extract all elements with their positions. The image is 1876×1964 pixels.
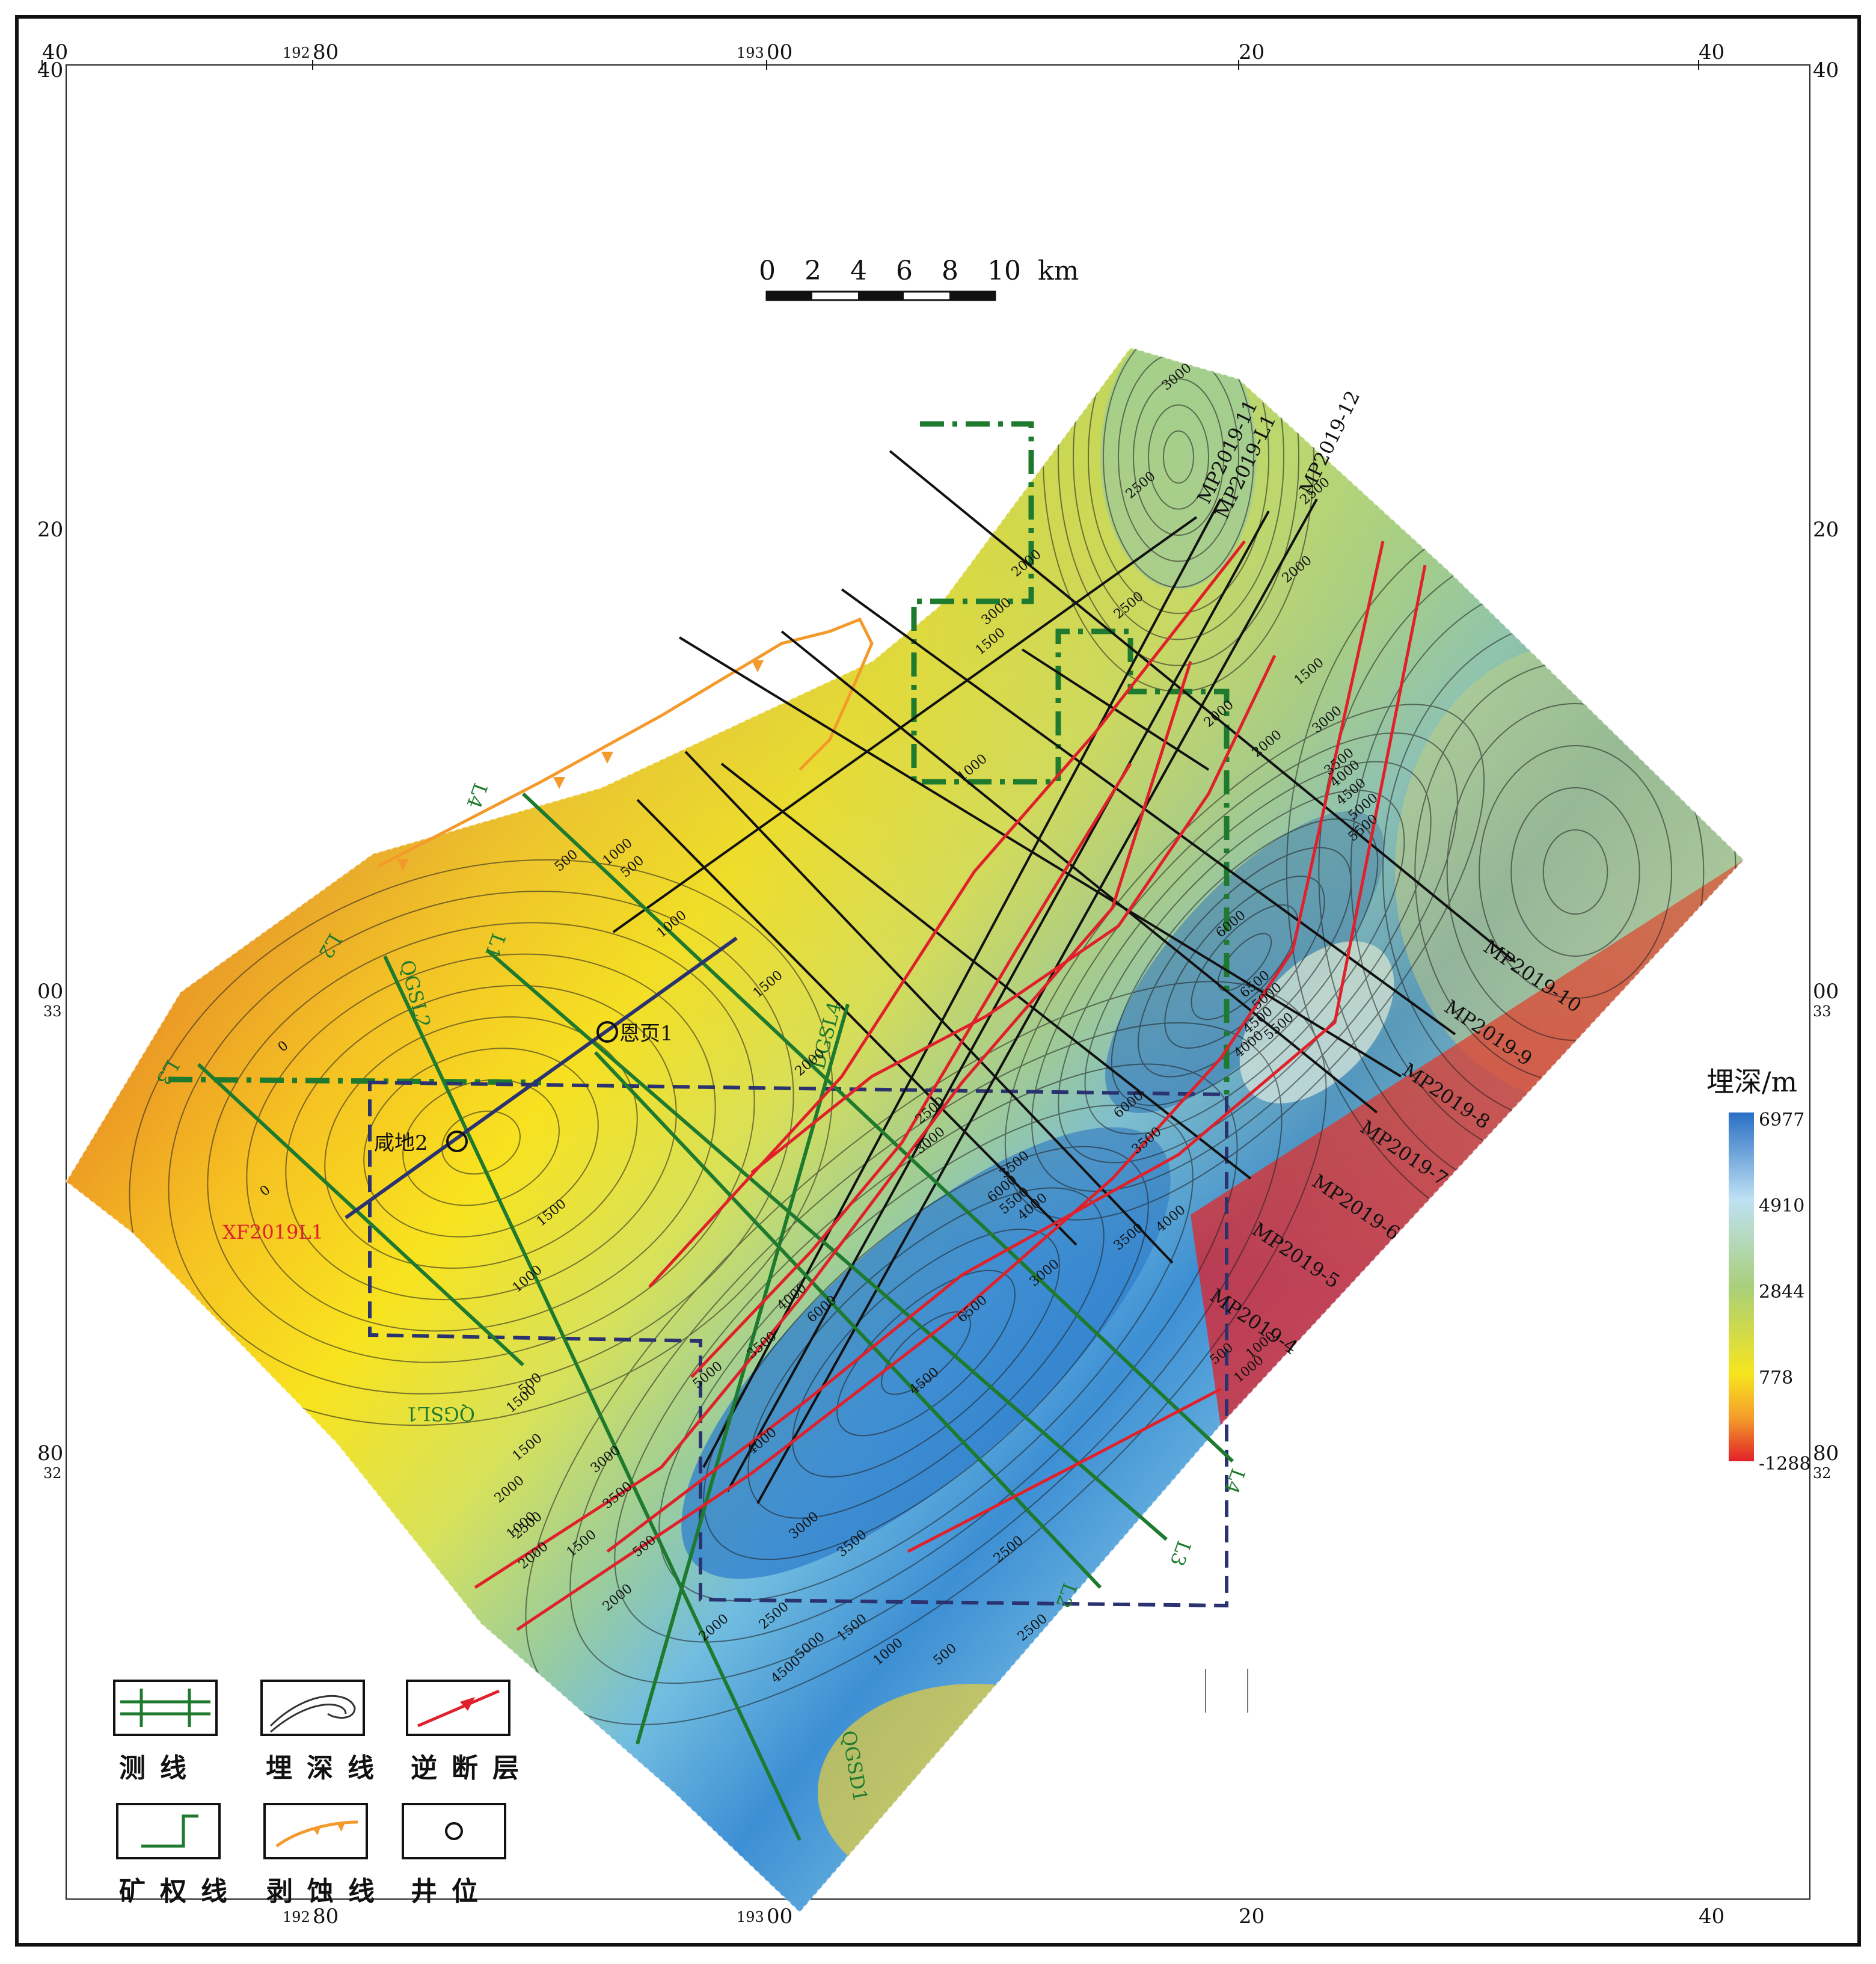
mining-boundary xyxy=(168,421,1230,1094)
tick-label: 20 xyxy=(37,518,63,542)
legend-item-survey-line: 测线 xyxy=(113,1680,218,1784)
survey-boundary xyxy=(368,1080,1228,1608)
mp-survey-lines xyxy=(612,450,1516,1504)
tick-sub: 33 xyxy=(43,1003,62,1020)
tick-label: 80 xyxy=(1813,1441,1839,1465)
tick-label: 80 xyxy=(313,1904,339,1929)
colorbar-tick: 4910 xyxy=(1759,1195,1804,1217)
scale-label: 0 xyxy=(759,256,776,286)
tick-label: 20 xyxy=(1239,1904,1264,1929)
well-enye1[interactable]: 恩页1 xyxy=(596,1021,673,1046)
legend-item-thrust-fault: 逆断层 xyxy=(406,1680,533,1784)
well-marker xyxy=(446,1131,468,1152)
tick-prefix: 192 xyxy=(283,1909,310,1926)
colorbar-ramp xyxy=(1729,1112,1754,1461)
tick-label: 20 xyxy=(1813,518,1839,542)
tick-label: 20 xyxy=(1239,40,1264,64)
outer-frame xyxy=(15,15,1861,1947)
mining-boundary-icon xyxy=(141,1814,198,1848)
tick-label: 40 xyxy=(42,40,68,64)
tick-sub: 33 xyxy=(1813,1003,1832,1020)
tick-label: 40 xyxy=(1699,1904,1724,1929)
scale-unit: km xyxy=(1038,256,1079,286)
tick-prefix: 193 xyxy=(737,44,764,61)
tick-label: 00 xyxy=(1813,980,1839,1004)
legend-label: 井位 xyxy=(411,1876,492,1907)
green-line-label: L4 xyxy=(1219,1465,1249,1497)
erosion-ticks xyxy=(397,660,764,871)
colorbar-title: 埋深/m xyxy=(1706,1066,1797,1098)
thrust-fault-icon xyxy=(417,1689,500,1728)
tick-label: 80 xyxy=(37,1441,63,1465)
well-label: 咸地2 xyxy=(374,1131,428,1155)
scale-label: 10 xyxy=(987,256,1021,286)
well-marker xyxy=(596,1021,618,1043)
scale-label: 4 xyxy=(850,256,867,286)
depth-contour-icon xyxy=(269,1695,356,1733)
scale-bar: 0 2 4 6 8 10 km xyxy=(759,256,1079,301)
depth-colorbar: 埋深/m 6977 4910 2844 778 -1288 xyxy=(1706,1066,1810,1475)
tick-prefix: 192 xyxy=(283,44,310,61)
xf-line-label: XF2019L1 xyxy=(222,1221,323,1244)
thrust-faults xyxy=(474,540,1427,1631)
inner-frame xyxy=(66,64,1810,1900)
legend-item-well: 井位 xyxy=(402,1803,506,1907)
green-line-label: L3 xyxy=(1165,1538,1195,1569)
scale-label: 6 xyxy=(896,256,913,286)
scale-label: 2 xyxy=(805,256,821,286)
tick-prefix: 193 xyxy=(737,1909,764,1926)
tick-label: 00 xyxy=(767,40,792,64)
map-outline xyxy=(65,346,1746,1914)
tick-label: 00 xyxy=(37,980,63,1004)
tick-label: 40 xyxy=(1699,40,1724,64)
well-xiandi2[interactable]: 咸地2 xyxy=(374,1131,468,1155)
tick-label: 40 xyxy=(37,58,63,82)
legend-label: 埋深线 xyxy=(266,1753,388,1784)
scale-label: 8 xyxy=(942,256,958,286)
legend-item-mining-boundary: 矿权线 xyxy=(116,1803,242,1907)
well-icon xyxy=(445,1822,463,1840)
tick-label: 80 xyxy=(313,40,339,64)
green-line-label: L4 xyxy=(462,780,492,811)
colorbar-tick: 778 xyxy=(1759,1367,1793,1389)
qgs-line-label: QGSL1 xyxy=(406,1402,475,1425)
legend-label: 测线 xyxy=(119,1753,201,1784)
tick-sub: 32 xyxy=(1813,1465,1832,1482)
colorbar-tick: 6977 xyxy=(1759,1109,1804,1131)
tick-label: 00 xyxy=(767,1904,792,1929)
map-legend: 测线 埋深线 逆断层 矿权线 xyxy=(113,1680,533,1907)
erosion-line xyxy=(378,617,874,868)
survey-line-icon xyxy=(120,1689,210,1727)
erosion-line-icon xyxy=(275,1820,358,1848)
green-survey-lines xyxy=(197,792,1234,1841)
tick-sub: 32 xyxy=(43,1465,62,1482)
xf-survey-line xyxy=(345,936,738,1220)
colorbar-tick: -1288 xyxy=(1759,1453,1810,1475)
legend-label: 逆断层 xyxy=(411,1753,533,1784)
tick-label: 40 xyxy=(1813,58,1839,82)
legend-item-depth-contour: 埋深线 xyxy=(260,1680,388,1784)
legend-label: 剥蚀线 xyxy=(266,1876,389,1907)
colorbar-tick: 2844 xyxy=(1759,1281,1804,1303)
legend-item-erosion-line: 剥蚀线 xyxy=(263,1803,389,1907)
well-label: 恩页1 xyxy=(619,1022,673,1046)
legend-label: 矿权线 xyxy=(119,1876,242,1907)
